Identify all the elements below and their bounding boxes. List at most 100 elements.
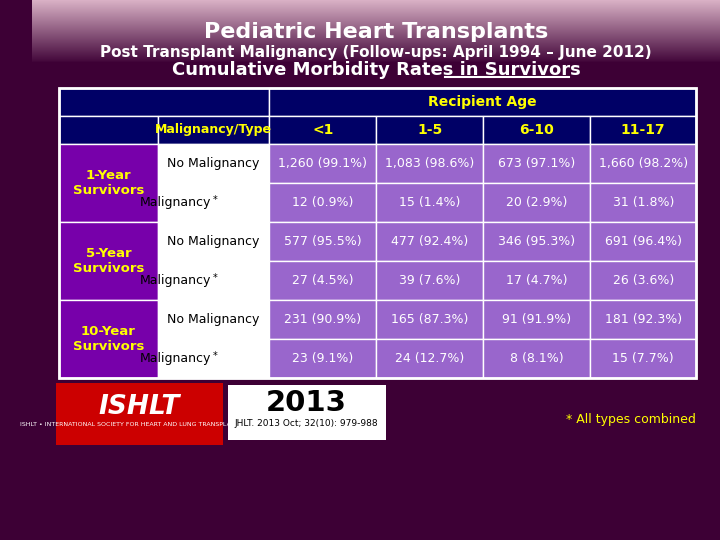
Bar [269, 339, 377, 378]
Text: 24 (12.7%): 24 (12.7%) [395, 352, 464, 365]
Bar [59, 88, 269, 116]
Bar [32, 6, 720, 7]
Bar [32, 43, 720, 44]
Text: 231 (90.9%): 231 (90.9%) [284, 313, 361, 326]
Bar [32, 30, 720, 31]
Bar [32, 34, 720, 35]
Text: 11-17: 11-17 [621, 123, 665, 137]
Text: No Malignancy: No Malignancy [167, 157, 260, 170]
Bar [483, 339, 590, 378]
Bar [590, 116, 696, 144]
Bar [32, 8, 720, 9]
Text: 346 (95.3%): 346 (95.3%) [498, 235, 575, 248]
Bar [32, 22, 720, 23]
Bar [32, 23, 720, 24]
Bar [32, 10, 720, 11]
Bar [32, 47, 720, 48]
Bar [32, 62, 720, 63]
Bar [32, 60, 720, 61]
Text: No Malignancy: No Malignancy [167, 235, 260, 248]
Bar [56, 383, 223, 445]
Text: * All types combined: * All types combined [566, 414, 696, 427]
Bar [32, 35, 720, 36]
Bar [377, 339, 483, 378]
Bar [158, 339, 269, 378]
Bar [32, 18, 720, 19]
Bar [32, 3, 720, 4]
Text: 5-Year
Survivors: 5-Year Survivors [73, 247, 144, 275]
Text: 10-Year
Survivors: 10-Year Survivors [73, 325, 144, 353]
Bar [32, 17, 720, 18]
Text: 20 (2.9%): 20 (2.9%) [506, 196, 567, 209]
Bar [32, 50, 720, 51]
Text: 17 (4.7%): 17 (4.7%) [506, 274, 567, 287]
Bar [32, 9, 720, 10]
Text: ISHLT: ISHLT [99, 394, 180, 420]
Text: 2013: 2013 [266, 389, 347, 417]
Bar [32, 41, 720, 42]
Bar [269, 144, 377, 183]
Bar [483, 222, 590, 261]
Text: 1,660 (98.2%): 1,660 (98.2%) [598, 157, 688, 170]
Bar [32, 37, 720, 38]
Text: 39 (7.6%): 39 (7.6%) [399, 274, 461, 287]
Bar [483, 300, 590, 339]
Bar [59, 144, 158, 222]
Bar [377, 261, 483, 300]
Bar [32, 11, 720, 12]
Bar [59, 116, 158, 144]
Text: Malignancy: Malignancy [140, 352, 212, 365]
Text: 26 (3.6%): 26 (3.6%) [613, 274, 674, 287]
Bar [483, 183, 590, 222]
Bar [483, 144, 590, 183]
Bar [32, 63, 720, 64]
Bar [483, 116, 590, 144]
Bar [32, 45, 720, 46]
Text: 691 (96.4%): 691 (96.4%) [605, 235, 682, 248]
Bar [32, 40, 720, 41]
Bar [32, 15, 720, 16]
Bar [32, 36, 720, 37]
Bar [32, 49, 720, 50]
Text: 1,083 (98.6%): 1,083 (98.6%) [385, 157, 474, 170]
Text: Malignancy: Malignancy [140, 196, 212, 209]
Bar [32, 51, 720, 52]
Bar [32, 2, 720, 3]
Bar [32, 0, 720, 1]
Bar [32, 19, 720, 20]
Bar [32, 4, 720, 5]
Bar [32, 58, 720, 59]
Bar [590, 339, 696, 378]
Bar [59, 222, 158, 300]
Text: ISHLT • INTERNATIONAL SOCIETY FOR HEART AND LUNG TRANSPLANTATION: ISHLT • INTERNATIONAL SOCIETY FOR HEART … [20, 422, 258, 428]
Bar [590, 183, 696, 222]
Bar [32, 29, 720, 30]
Bar [32, 39, 720, 40]
Bar [32, 1, 720, 2]
Bar [59, 88, 696, 378]
Text: 1,260 (99.1%): 1,260 (99.1%) [278, 157, 367, 170]
Bar [590, 144, 696, 183]
Bar [32, 57, 720, 58]
Bar [32, 54, 720, 55]
Bar [59, 300, 158, 378]
Bar [32, 42, 720, 43]
Bar [32, 46, 720, 47]
Bar [158, 116, 269, 144]
Text: 23 (9.1%): 23 (9.1%) [292, 352, 354, 365]
Bar [158, 183, 269, 222]
Bar [158, 300, 269, 339]
Bar [590, 222, 696, 261]
Bar [269, 183, 377, 222]
Bar [32, 38, 720, 39]
Bar [269, 116, 377, 144]
Text: Recipient Age: Recipient Age [428, 95, 537, 109]
Bar [32, 16, 720, 17]
Bar [32, 20, 720, 21]
Bar [32, 55, 720, 56]
Bar [269, 300, 377, 339]
Bar [32, 53, 720, 54]
Text: 12 (0.9%): 12 (0.9%) [292, 196, 354, 209]
Text: Pediatric Heart Transplants: Pediatric Heart Transplants [204, 22, 548, 42]
Text: *: * [212, 194, 217, 205]
